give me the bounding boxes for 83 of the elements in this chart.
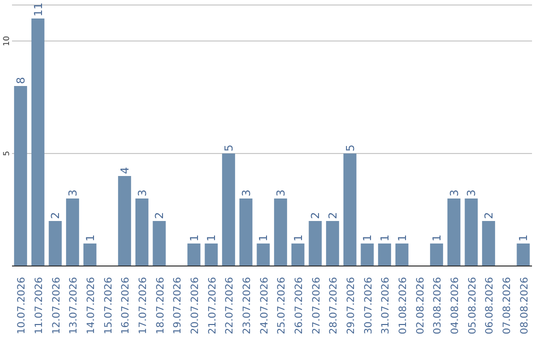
x-tick-label: 06.08.2026 (484, 277, 496, 334)
data-label: 8 (14, 77, 28, 84)
data-label: 1 (257, 234, 270, 242)
x-tick-label: 01.08.2026 (398, 277, 409, 334)
data-label: 5 (344, 144, 357, 152)
bar (447, 198, 460, 266)
x-tick-label: 20.07.2026 (190, 277, 201, 334)
data-label: 3 (66, 190, 80, 196)
data-label: 3 (448, 190, 461, 196)
data-label: 1 (517, 234, 530, 242)
x-tick-label: 29.07.2026 (346, 277, 357, 334)
y-tick-label: 10 (2, 36, 11, 46)
bar (360, 244, 374, 266)
x-tick-label: 27.07.2026 (311, 277, 322, 334)
bar (204, 244, 218, 266)
x-tick-label: 17.07.2026 (138, 277, 149, 334)
data-label: 2 (49, 212, 62, 219)
bar (83, 244, 96, 266)
bar (516, 244, 530, 266)
bar (274, 198, 288, 266)
x-tick-label: 13.07.2026 (68, 277, 80, 334)
x-tick-label: 26.07.2026 (294, 277, 305, 334)
bar (14, 86, 28, 266)
bar (31, 18, 44, 266)
x-tick-label: 18.07.2026 (155, 277, 166, 334)
data-label: 3 (136, 190, 149, 196)
x-tick-label: 10.07.2026 (16, 277, 28, 334)
bar (326, 221, 340, 266)
x-tick-label: 25.07.2026 (276, 277, 288, 334)
bar (152, 221, 166, 266)
bar (291, 244, 304, 266)
data-label: 3 (274, 190, 288, 196)
bar (135, 198, 148, 266)
data-label: 3 (465, 190, 478, 196)
x-tick-label: 03.08.2026 (432, 277, 444, 334)
x-tick-label: 14.07.2026 (86, 277, 97, 334)
x-tick-label: 30.07.2026 (363, 277, 374, 334)
data-label: 2 (153, 212, 166, 219)
x-tick-label: 31.07.2026 (380, 277, 392, 334)
data-label: 1 (84, 234, 97, 242)
x-tick-label: 16.07.2026 (120, 277, 132, 334)
x-tick-label: 08.08.2026 (519, 277, 530, 334)
x-tick-label: 28.07.2026 (328, 277, 340, 334)
data-label: 1 (430, 234, 444, 242)
bar (66, 198, 80, 266)
x-tick-label: 15.07.2026 (103, 277, 114, 334)
x-tick-label: 21.07.2026 (207, 277, 218, 334)
data-label: 1 (205, 234, 218, 242)
data-label: 11 (32, 2, 45, 16)
x-tick-label: 12.07.2026 (51, 277, 62, 334)
bar (256, 244, 270, 266)
bar (222, 154, 236, 266)
x-tick-label: 02.08.2026 (415, 277, 426, 334)
data-label: 1 (361, 234, 374, 242)
data-label: 1 (188, 234, 201, 242)
data-label: 1 (378, 234, 392, 242)
bar (378, 244, 392, 266)
data-label: 5 (222, 144, 236, 152)
bar (118, 176, 132, 266)
data-label: 3 (240, 190, 253, 196)
bar (187, 244, 200, 266)
bar (48, 221, 62, 266)
x-tick-label: 22.07.2026 (224, 277, 236, 334)
x-tick-label: 04.08.2026 (450, 277, 461, 334)
data-label: 2 (326, 212, 340, 219)
x-tick-label: 05.08.2026 (467, 277, 478, 334)
data-label: 1 (292, 234, 305, 242)
data-label: 2 (482, 212, 496, 219)
x-tick-label: 24.07.2026 (259, 277, 270, 334)
x-tick-label: 07.08.2026 (502, 277, 513, 334)
data-label: 2 (309, 212, 322, 219)
bar (239, 198, 252, 266)
bar (308, 221, 322, 266)
bar (464, 198, 478, 266)
data-label: 1 (396, 234, 409, 242)
x-tick-label: 11.07.2026 (34, 277, 45, 334)
data-label: 4 (118, 167, 132, 174)
bar (395, 244, 408, 266)
x-tick-label: 19.07.2026 (172, 277, 184, 334)
bar (343, 154, 356, 266)
bar (482, 221, 496, 266)
x-tick-label: 23.07.2026 (242, 277, 253, 334)
bar (430, 244, 444, 266)
